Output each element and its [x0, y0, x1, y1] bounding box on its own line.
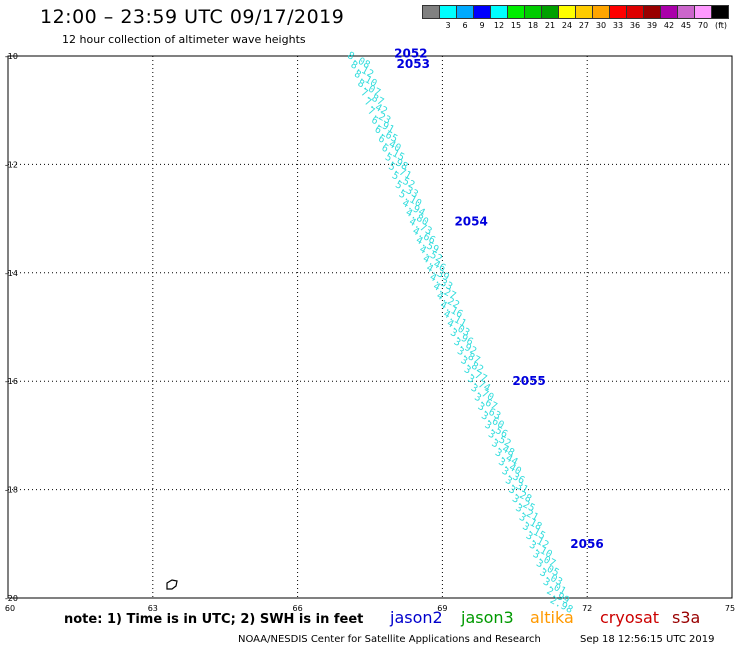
page-subtitle: 12 hour collection of altimeter wave hei…: [62, 33, 306, 46]
legend-label: 36: [629, 21, 641, 30]
legend-label: 6: [462, 21, 468, 30]
pass-time-label: 2055: [512, 374, 545, 388]
sat-s3a: s3a: [672, 608, 701, 627]
legend-label: 27: [578, 21, 590, 30]
legend-label: 24: [561, 21, 573, 30]
island-outline: [166, 579, 178, 590]
legend-label: 45: [680, 21, 692, 30]
pass-time-label: 2052: [394, 46, 427, 60]
legend-label: 3: [445, 21, 451, 30]
longitude-label: 66: [293, 604, 303, 613]
legend-label: 33: [612, 21, 624, 30]
legend-label: 12: [493, 21, 505, 30]
latitude-label: -10: [5, 52, 18, 61]
longitude-label: 72: [582, 604, 592, 613]
longitude-label: 60: [5, 604, 15, 613]
legend-label: 21: [544, 21, 556, 30]
sat-cryosat: cryosat: [600, 608, 660, 627]
legend-label: 39: [646, 21, 658, 30]
legend-label: 70: [697, 21, 709, 30]
latitude-label: -14: [5, 269, 18, 278]
longitude-label: 75: [725, 604, 735, 613]
latitude-label: -20: [5, 594, 18, 603]
latitude-label: -16: [5, 377, 18, 386]
legend-label: 42: [663, 21, 675, 30]
latitude-label: -12: [5, 160, 18, 169]
credit-text: NOAA/NESDIS Center for Satellite Applica…: [238, 634, 541, 645]
page-title: 12:00 – 23:59 UTC 09/17/2019: [40, 6, 345, 28]
legend-label: 30: [595, 21, 607, 30]
legend-label: 9: [479, 21, 485, 30]
pass-time-label: 2056: [570, 537, 603, 551]
pass-time-label: 2054: [454, 214, 487, 228]
latitude-label: -18: [5, 486, 18, 495]
sat-altika: altika: [530, 608, 574, 627]
longitude-label: 69: [437, 604, 447, 613]
legend-label: 15: [510, 21, 522, 30]
legend-swatch: [711, 5, 729, 19]
sat-jason3: jason3: [461, 608, 514, 627]
legend-label: 18: [527, 21, 539, 30]
map-frame: [7, 55, 733, 599]
pass-time-label: 2053: [397, 57, 430, 71]
sat-jason2: jason2: [390, 608, 443, 627]
footer-note: note: 1) Time is in UTC; 2) SWH is in fe…: [64, 612, 364, 627]
legend-unit: (ft): [715, 21, 728, 30]
longitude-label: 63: [148, 604, 158, 613]
generated-timestamp: Sep 18 12:56:15 UTC 2019: [580, 634, 715, 645]
